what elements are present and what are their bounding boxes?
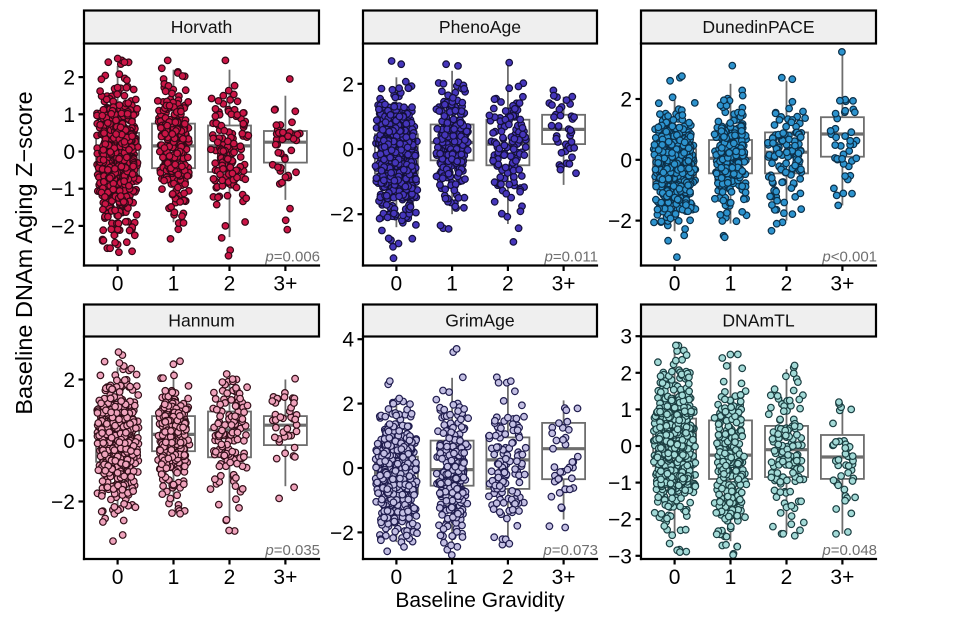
svg-text:3+: 3+	[273, 273, 297, 296]
svg-text:p<0.001: p<0.001	[821, 249, 877, 266]
svg-text:Hannum: Hannum	[168, 311, 235, 331]
svg-text:2: 2	[342, 73, 354, 96]
svg-text:3+: 3+	[830, 273, 854, 296]
svg-text:PhenoAge: PhenoAge	[439, 17, 521, 37]
svg-text:−1: −1	[51, 178, 75, 201]
svg-text:1: 1	[446, 273, 458, 296]
svg-text:−2: −2	[51, 215, 75, 238]
svg-text:2: 2	[620, 89, 632, 112]
svg-text:−2: −2	[608, 210, 632, 233]
svg-text:p=0.006: p=0.006	[264, 249, 320, 266]
svg-text:1: 1	[63, 104, 75, 127]
svg-text:2: 2	[63, 67, 75, 90]
svg-text:0: 0	[391, 273, 403, 296]
svg-text:2: 2	[224, 273, 236, 296]
svg-text:1: 1	[725, 273, 737, 296]
svg-text:3+: 3+	[273, 566, 297, 589]
svg-text:0: 0	[63, 430, 75, 453]
svg-text:0: 0	[342, 139, 354, 162]
svg-text:−2: −2	[330, 204, 354, 227]
svg-text:p=0.035: p=0.035	[264, 542, 320, 559]
svg-text:1: 1	[168, 273, 180, 296]
svg-text:p=0.011: p=0.011	[543, 249, 598, 266]
svg-text:0: 0	[63, 141, 75, 164]
svg-text:2: 2	[502, 273, 514, 296]
svg-text:2: 2	[63, 369, 75, 392]
svg-text:0: 0	[669, 273, 681, 296]
svg-text:Horvath: Horvath	[171, 17, 233, 37]
svg-text:3+: 3+	[552, 273, 576, 296]
svg-text:0: 0	[112, 273, 124, 296]
svg-text:−2: −2	[51, 491, 75, 514]
svg-text:0: 0	[112, 566, 124, 589]
svg-text:0: 0	[620, 149, 632, 172]
svg-text:1: 1	[168, 566, 180, 589]
svg-text:DunedinPACE: DunedinPACE	[702, 17, 814, 37]
svg-text:2: 2	[224, 566, 236, 589]
svg-text:2: 2	[781, 273, 793, 296]
